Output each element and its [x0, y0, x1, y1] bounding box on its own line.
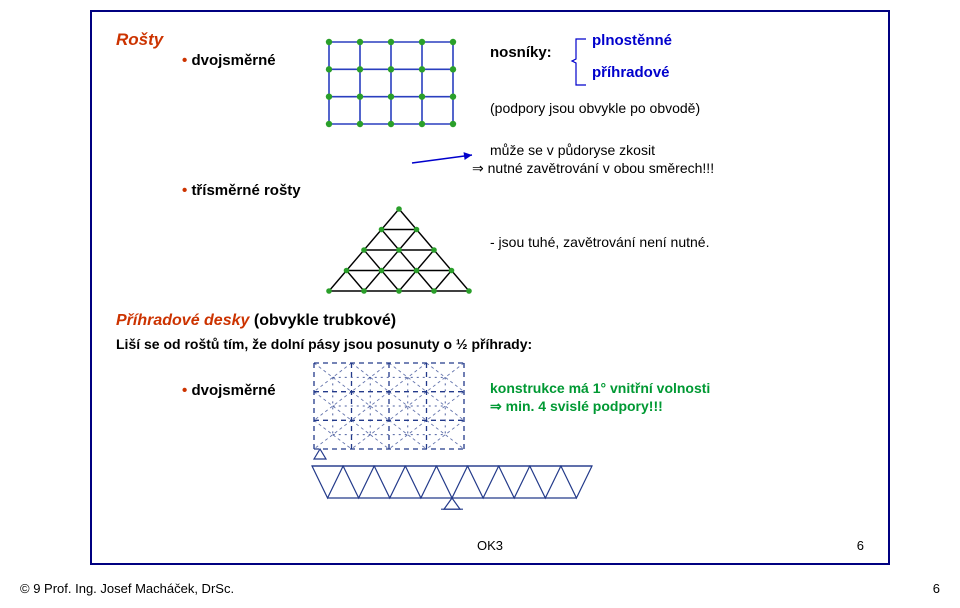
slide-footer-page: 6	[857, 538, 864, 553]
slide-frame: Rošty • dvojsměrné nosníky: plnostěnné p…	[90, 10, 890, 565]
bullet-dvojsmerne-2: • dvojsměrné	[182, 382, 276, 399]
implies-glyph-2: ⇒	[490, 398, 506, 414]
bracket-icon	[572, 37, 592, 91]
page-footer-right: 6	[933, 581, 940, 596]
slide-footer-code: OK3	[477, 538, 503, 553]
section-paren: (obvykle trubkové)	[254, 312, 396, 329]
label-plnostenne: plnostěnné	[592, 32, 672, 49]
implies-glyph-1: ⇒	[472, 160, 488, 176]
slide-title: Rošty	[116, 30, 163, 50]
note-podpory: (podpory jsou obvykle po obvodě)	[490, 100, 700, 116]
bullet-dvojsmerne-label: dvojsměrné	[191, 52, 275, 69]
bullet-dvojsmerne-2-label: dvojsměrné	[191, 382, 275, 399]
bullet-trismerne: • třísměrné rošty	[182, 182, 301, 199]
section-title-row: Příhradové desky (obvykle trubkové)	[116, 312, 396, 330]
label-nosniky: nosníky:	[490, 44, 552, 61]
note-zavetrovani-text: nutné zavětrování v obou směrech!!!	[488, 160, 714, 176]
note-tuhe: - jsou tuhé, zavětrování není nutné.	[490, 234, 709, 250]
note-konstrukce-1: konstrukce má 1° vnitřní volnosti	[490, 380, 710, 396]
truss-diagram	[308, 462, 596, 514]
page-footer-left: © 9 Prof. Ing. Josef Macháček, DrSc.	[20, 581, 234, 596]
bullet-dot-2: •	[182, 182, 187, 199]
section-diff: Liší se od roštů tím, že dolní pásy jsou…	[116, 336, 532, 352]
section-title: Příhradové desky	[116, 312, 249, 329]
dashed-grid-diagram	[308, 357, 470, 461]
bullet-dvojsmerne: • dvojsměrné	[182, 52, 276, 69]
bullet-trismerne-label: třísměrné rošty	[191, 182, 300, 199]
bullet-dot-3: •	[182, 382, 187, 399]
label-prihradove: příhradové	[592, 64, 670, 81]
bullet-dot: •	[182, 52, 187, 69]
note-konstrukce-2: ⇒ min. 4 svislé podpory!!!	[490, 398, 663, 415]
note-konstrukce-2-text: min. 4 svislé podpory!!!	[506, 398, 663, 414]
triangle-diagram	[324, 204, 474, 296]
grid-diagram	[324, 37, 458, 129]
note-zkosit: může se v půdoryse zkosit	[490, 142, 655, 158]
note-zavetrovani: ⇒ nutné zavětrování v obou směrech!!!	[472, 160, 714, 177]
